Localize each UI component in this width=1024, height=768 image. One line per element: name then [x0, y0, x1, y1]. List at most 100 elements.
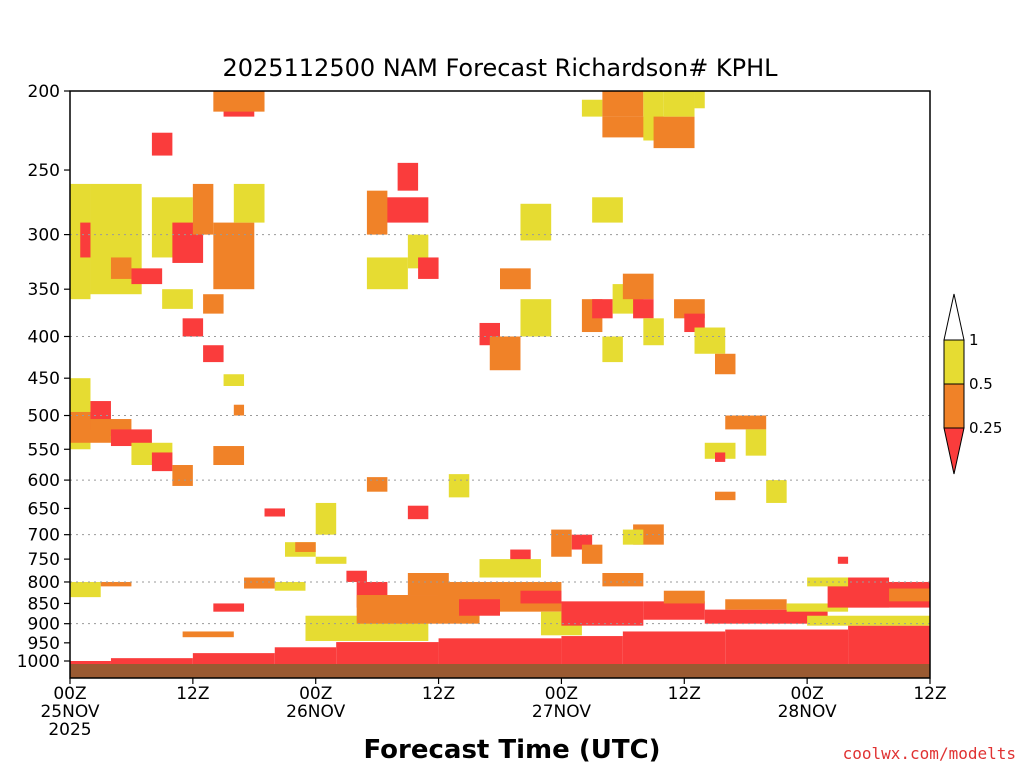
ri-cell-low — [889, 588, 930, 602]
ri-cell-low — [725, 599, 787, 610]
x-axis-label: Forecast Time (UTC) — [363, 735, 660, 765]
ri-cell-moderate — [694, 327, 726, 354]
ri-cell-moderate — [592, 197, 623, 223]
ri-cell-very-low — [837, 556, 849, 564]
surface-layer-cell — [561, 636, 623, 664]
ri-cell-low — [489, 336, 521, 371]
y-tick-label: 700 — [28, 526, 60, 546]
y-tick-label: 250 — [28, 161, 60, 181]
y-tick-label: 400 — [28, 327, 60, 347]
ri-cell-very-low — [213, 603, 245, 612]
plot-frame — [69, 90, 931, 679]
ri-cell-very-low — [418, 257, 439, 279]
surface-layer-cell — [725, 629, 849, 664]
ri-cell-low — [602, 91, 644, 117]
y-tick-label: 450 — [28, 369, 60, 389]
ri-cell-very-low — [643, 601, 705, 620]
ri-cell-low — [203, 294, 224, 314]
colorbar-segment-low — [943, 383, 965, 429]
y-tick-label: 200 — [28, 82, 60, 102]
ri-cell-moderate — [602, 336, 623, 363]
ri-cell-moderate — [520, 203, 552, 241]
ri-cell-low — [715, 353, 736, 375]
surface-layer-cell — [848, 625, 930, 664]
ri-cell-low — [674, 299, 705, 319]
y-tick-label: 600 — [28, 471, 60, 491]
ri-cell-moderate — [704, 442, 736, 459]
ri-cell-moderate — [315, 556, 347, 564]
ri-cell-moderate — [223, 374, 245, 386]
x-tick-label: 12Z — [668, 684, 701, 704]
colorbar-segment-above-1 — [943, 293, 965, 341]
ri-cell-very-low — [633, 299, 654, 319]
y-tick-label: 800 — [28, 573, 60, 593]
ri-cell-very-low — [397, 162, 419, 191]
surface-layer-cell — [110, 658, 193, 664]
x-tick-label: 26NOV — [286, 702, 345, 722]
ri-cell-low — [602, 573, 644, 587]
ri-cell-low — [622, 273, 654, 300]
ri-cell-moderate — [694, 91, 705, 109]
ri-cell-moderate — [786, 603, 849, 612]
ri-cell-very-low — [561, 601, 644, 626]
surface-layer-cell — [192, 653, 275, 664]
ri-cell-moderate — [162, 289, 193, 309]
ri-cell-low — [233, 404, 245, 416]
y-tick-label: 950 — [28, 634, 60, 654]
ri-cell-low — [366, 190, 388, 235]
ri-cell-low — [715, 491, 736, 501]
y-tick-label: 300 — [28, 226, 60, 246]
x-tick-label: 12Z — [176, 684, 209, 704]
ri-cell-moderate — [274, 581, 306, 591]
ground-strip — [70, 664, 930, 678]
ri-cell-very-low — [407, 505, 429, 520]
x-tick-label: 00Z — [53, 684, 86, 704]
x-tick-label: 2025 — [48, 720, 91, 740]
y-tick-label: 900 — [28, 615, 60, 635]
ri-cell-very-low — [151, 132, 173, 156]
ri-cell-low — [295, 542, 316, 552]
x-tick-label: 00Z — [545, 684, 578, 704]
ri-cell-low — [172, 465, 193, 486]
ri-cell-low — [182, 631, 234, 638]
chart-title: 2025112500 NAM Forecast Richardson# KPHL — [222, 54, 778, 82]
ri-cell-low — [100, 581, 132, 587]
ri-cell-moderate — [520, 299, 552, 337]
ri-cell-moderate — [745, 429, 767, 456]
ri-cell-moderate — [807, 615, 930, 626]
ri-cell-low — [213, 222, 255, 290]
x-tick-label: 28NOV — [778, 702, 837, 722]
ri-cell-low — [213, 446, 245, 466]
surface-layer-cell — [622, 631, 726, 664]
ri-cell-low — [192, 183, 214, 235]
surface-layer-cell — [274, 647, 337, 664]
ri-cell-low — [244, 577, 275, 589]
surface-layer-cell — [438, 638, 562, 664]
ri-cell-moderate — [70, 581, 101, 598]
colorbar-segment-very-low — [943, 427, 965, 475]
x-tick-label: 00Z — [791, 684, 824, 704]
surface-layer-cell — [70, 661, 111, 664]
ri-cell-low — [110, 257, 132, 279]
ri-cell-very-low — [520, 590, 562, 604]
credit-link[interactable]: coolwx.com/modelts — [843, 744, 1016, 763]
ri-cell-moderate — [366, 257, 408, 290]
x-tick-label: 12Z — [913, 684, 946, 704]
ri-cell-low — [213, 91, 265, 112]
ri-cell-low — [653, 116, 695, 149]
cells-layer — [70, 91, 930, 678]
ri-cell-moderate — [766, 480, 787, 503]
ri-cell-very-low — [704, 609, 828, 624]
ri-cell-very-low — [131, 268, 163, 285]
ri-cell-low — [663, 590, 705, 604]
ri-cell-moderate — [581, 99, 603, 117]
surface-layer-cell — [336, 642, 439, 664]
ri-cell-low — [366, 477, 388, 492]
ri-cell-moderate — [448, 474, 470, 498]
ri-cell-moderate — [622, 529, 644, 545]
x-tick-label: 12Z — [422, 684, 455, 704]
x-tick-label: 25NOV — [40, 702, 99, 722]
y-axis: 200 250 300 350 400 450 500 550 600 650 700 750 8008… — [17, 82, 70, 672]
ri-cell-moderate — [643, 318, 664, 346]
